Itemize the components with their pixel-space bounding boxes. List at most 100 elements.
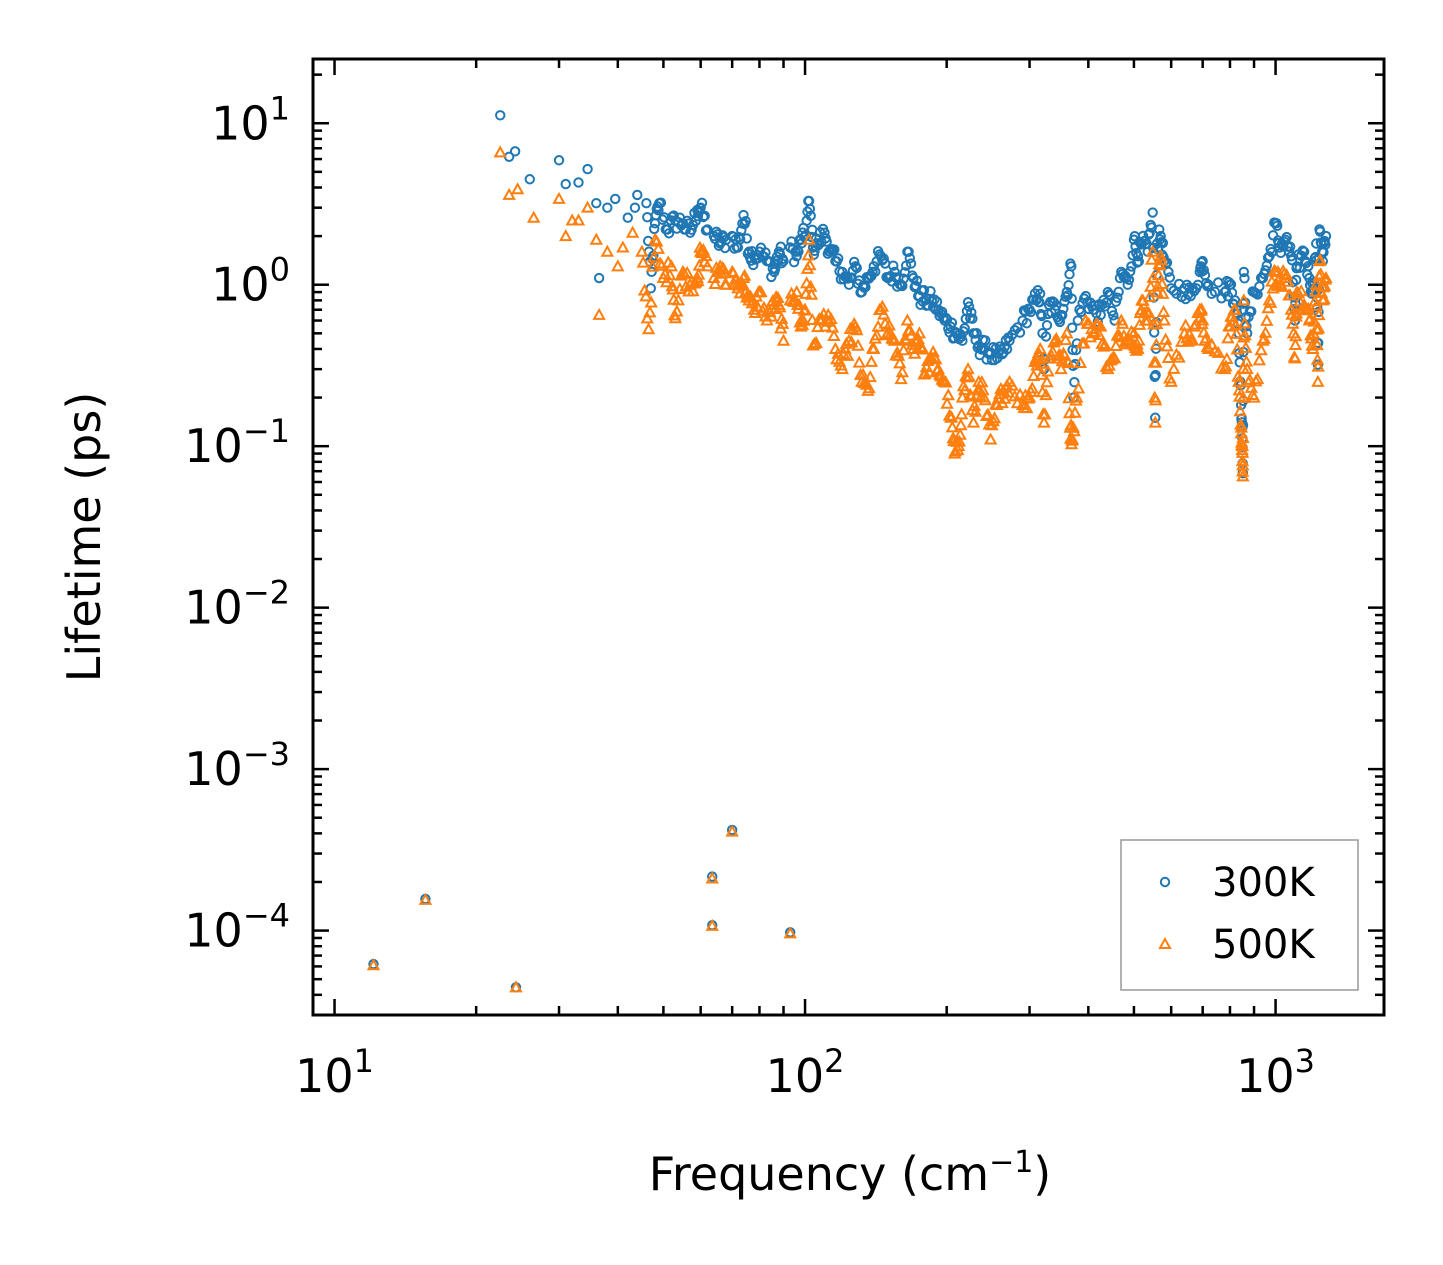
data-point (1069, 393, 1083, 406)
data-point (1220, 285, 1232, 297)
data-point (1318, 272, 1333, 285)
data-point (1077, 336, 1091, 349)
data-point (1257, 331, 1271, 344)
data-point (1317, 292, 1331, 305)
data-point (560, 178, 571, 190)
data-point (1151, 268, 1166, 281)
data-point (1312, 308, 1326, 321)
data-point (1151, 279, 1165, 292)
data-point (1287, 350, 1301, 363)
data-point (878, 253, 889, 264)
data-point (1039, 388, 1053, 401)
data-point (1021, 391, 1035, 404)
data-point (774, 311, 789, 324)
data-point (1012, 322, 1023, 333)
data-point (1143, 279, 1158, 292)
data-point (1068, 405, 1082, 418)
data-point (971, 327, 982, 339)
data-point (610, 193, 621, 205)
data-point (1277, 241, 1289, 252)
data-point (1277, 266, 1292, 279)
data-point (999, 341, 1010, 353)
data-point (1310, 338, 1324, 351)
data-point (953, 427, 967, 440)
data-point (803, 258, 817, 271)
data-point (1009, 325, 1020, 336)
data-point (649, 223, 660, 235)
data-point (1254, 281, 1265, 292)
data-point (1066, 293, 1077, 304)
data-point (1149, 337, 1164, 350)
data-point (852, 355, 866, 368)
data-point (1286, 254, 1298, 266)
data-point (622, 212, 633, 223)
data-point (900, 313, 915, 326)
data-point (886, 332, 900, 345)
data-point (1143, 289, 1157, 302)
data-point (1113, 286, 1124, 298)
data-point (1245, 387, 1260, 400)
data-point (509, 980, 523, 993)
data-point (1182, 327, 1197, 340)
data-point (641, 322, 656, 335)
data-point (741, 233, 752, 244)
data-point (699, 210, 710, 222)
data-point (963, 301, 975, 312)
data-point (844, 335, 859, 348)
data-point (1124, 324, 1139, 337)
x-tick-label: 103 (1236, 1042, 1315, 1103)
data-point (1160, 339, 1174, 352)
data-point (635, 244, 649, 257)
data-point (893, 272, 904, 283)
data-point (629, 202, 641, 213)
data-point (640, 311, 654, 324)
data-point (879, 328, 894, 341)
data-point (1054, 316, 1066, 328)
data-point (1150, 412, 1161, 423)
data-point (894, 372, 908, 385)
data-point (1172, 350, 1186, 363)
data-point (1238, 266, 1249, 278)
data-point (893, 356, 907, 369)
data-point (1025, 306, 1037, 318)
data-point (1260, 265, 1271, 276)
data-point (1109, 338, 1123, 352)
data-point (1219, 359, 1233, 372)
y-tick-label: 101 (211, 89, 290, 150)
data-point (929, 294, 940, 305)
data-point (589, 232, 603, 245)
data-point (776, 333, 791, 346)
data-point (925, 285, 936, 297)
data-point (783, 926, 797, 939)
data-point (1112, 292, 1123, 303)
data-point (582, 163, 593, 175)
data-point (1041, 364, 1055, 377)
data-point (725, 824, 739, 837)
data-point (1067, 424, 1081, 437)
data-point (740, 215, 751, 227)
data-point (1066, 322, 1078, 333)
data-point (1233, 404, 1247, 417)
data-point (1127, 326, 1141, 339)
data-point (625, 225, 640, 238)
data-point (1167, 361, 1181, 374)
data-point (983, 432, 998, 445)
data-point (1148, 415, 1162, 428)
tick-labels: 101 102 103 101 100 10−1 10−2 10−3 10−4 (184, 89, 1315, 1103)
data-point (1283, 246, 1295, 257)
data-point (636, 255, 650, 268)
data-point (1246, 306, 1257, 317)
data-point (735, 276, 750, 289)
data-point (718, 232, 730, 243)
data-point (904, 328, 918, 341)
data-point (1133, 256, 1144, 267)
data-point (1236, 458, 1250, 471)
data-point (939, 375, 953, 388)
series-500K (366, 145, 1333, 993)
data-point (705, 918, 719, 931)
data-point (1124, 266, 1136, 277)
data-point (1236, 390, 1250, 403)
data-point (1320, 239, 1331, 250)
data-point (898, 273, 909, 284)
data-point (697, 255, 712, 268)
